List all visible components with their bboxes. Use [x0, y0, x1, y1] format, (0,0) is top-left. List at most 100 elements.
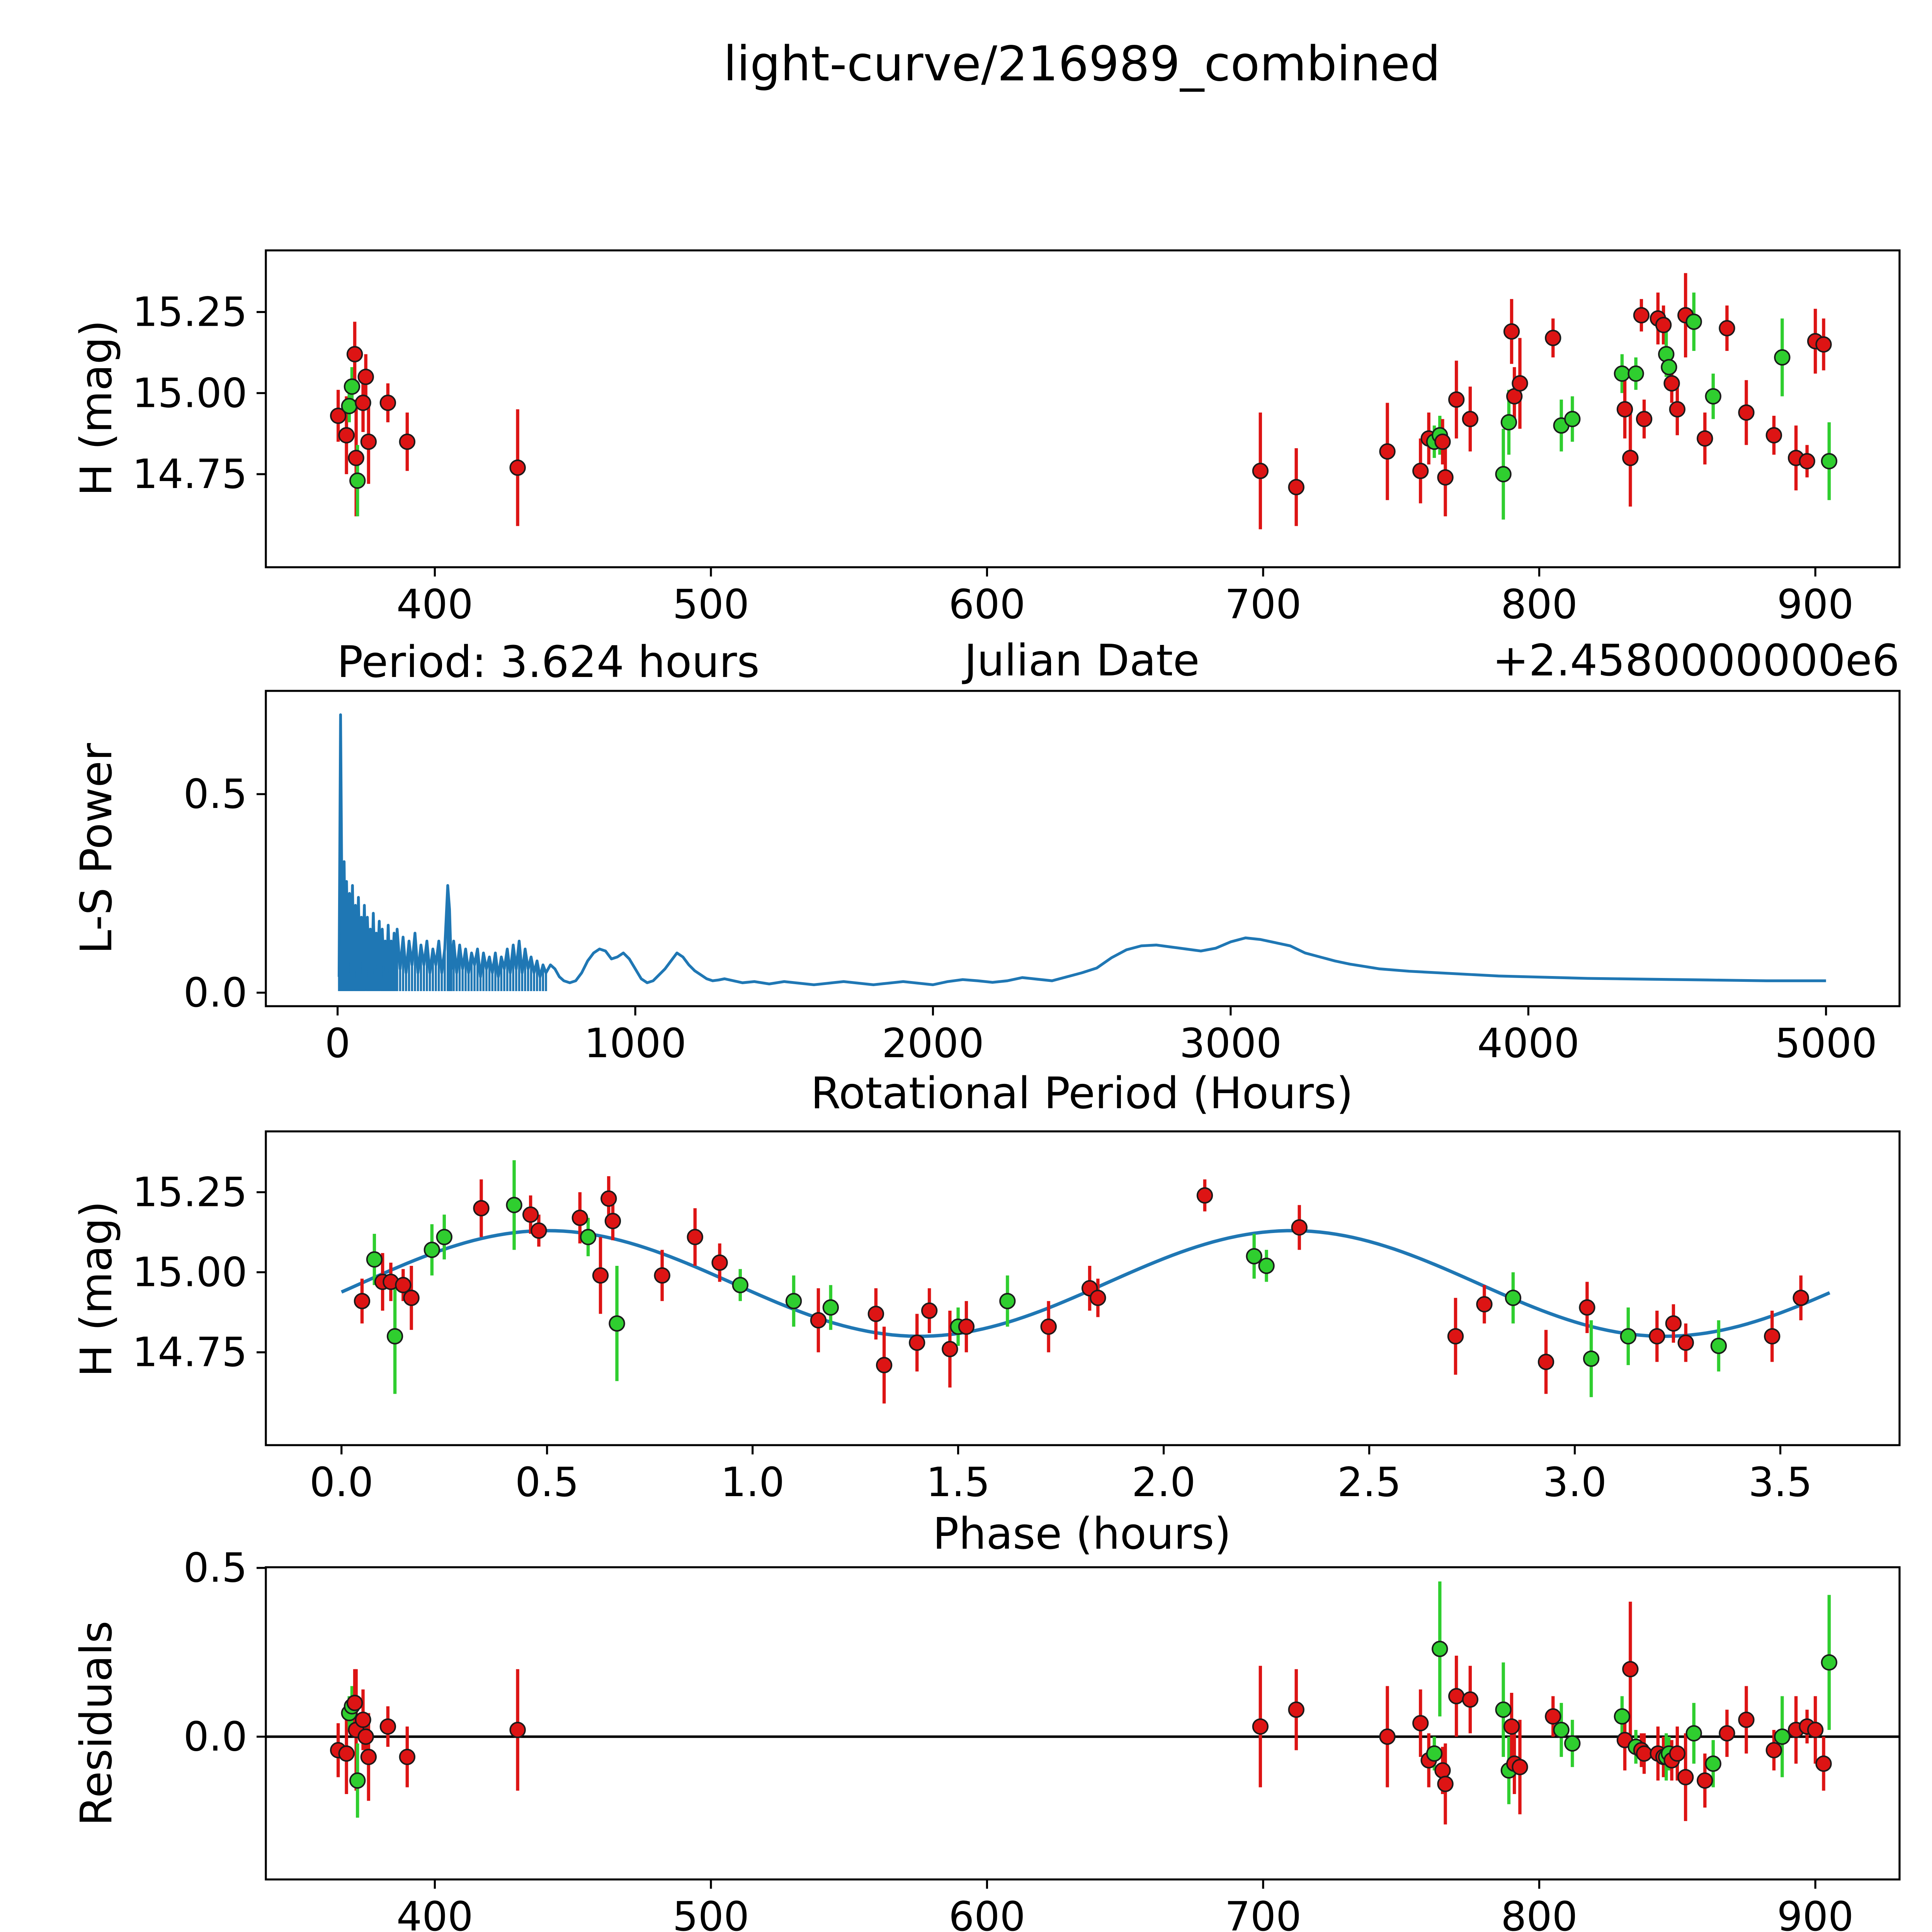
data-point — [330, 407, 347, 424]
data-point — [604, 1213, 621, 1230]
x-tick-label: 900 — [1777, 581, 1854, 628]
data-point — [1503, 323, 1520, 340]
axes-frame — [265, 690, 1901, 1007]
data-point — [810, 1312, 827, 1329]
data-point — [1553, 1721, 1570, 1738]
data-point — [386, 1328, 403, 1345]
x-tick-label: 500 — [673, 1893, 750, 1932]
data-point — [580, 1229, 597, 1245]
data-point — [1774, 349, 1791, 366]
data-point — [1628, 365, 1644, 382]
data-point — [1793, 1289, 1809, 1306]
data-point — [1677, 1769, 1694, 1786]
data-point — [1434, 1762, 1451, 1779]
data-point — [1196, 1187, 1213, 1204]
data-point — [1437, 1776, 1454, 1792]
data-point — [366, 1251, 383, 1268]
data-point — [942, 1341, 958, 1357]
data-point — [1503, 1718, 1520, 1735]
data-point — [592, 1267, 609, 1284]
data-point — [958, 1318, 975, 1335]
x-tick-label: 700 — [1225, 581, 1302, 628]
data-point — [395, 1277, 412, 1293]
data-point — [1614, 1708, 1631, 1725]
data-point — [1774, 1728, 1791, 1745]
data-point — [1412, 463, 1429, 479]
y-tick-label: 14.75 — [132, 451, 247, 498]
data-point — [1288, 1701, 1304, 1718]
data-point — [876, 1357, 893, 1374]
data-point — [1661, 359, 1677, 376]
x-tick-label: 5000 — [1775, 1020, 1877, 1067]
data-point — [399, 1748, 416, 1765]
x-tick-label: 400 — [396, 1893, 473, 1932]
data-point — [509, 459, 526, 476]
ylabel-residuals: Residuals — [71, 1621, 122, 1826]
data-point — [1633, 307, 1650, 324]
data-point — [1665, 1315, 1682, 1332]
data-point — [1246, 1248, 1262, 1265]
data-point — [732, 1277, 748, 1293]
data-point — [1765, 427, 1782, 444]
data-point — [506, 1197, 522, 1213]
x-tick-label: 0 — [325, 1020, 350, 1067]
panel-periodogram: Period: 3.624 hours L-S Power Rotational… — [71, 637, 1901, 1119]
data-point — [423, 1242, 440, 1258]
data-point — [338, 1745, 355, 1762]
x-tick-label: 3.0 — [1543, 1459, 1607, 1506]
data-point — [1697, 430, 1713, 447]
data-point — [1719, 1725, 1735, 1742]
data-point — [1412, 1715, 1429, 1731]
data-point — [360, 433, 377, 450]
data-point — [1579, 1299, 1595, 1316]
x-tick-label: 900 — [1777, 1893, 1854, 1932]
data-point — [522, 1206, 539, 1223]
data-point — [921, 1302, 938, 1319]
x-tick-label: 4000 — [1477, 1020, 1580, 1067]
data-point — [1437, 469, 1454, 486]
panel-lightcurve-jd: H (mag) Julian Date +2.4580000000e6 400 5… — [71, 249, 1901, 686]
data-point — [1537, 1354, 1554, 1370]
data-point — [1807, 1721, 1824, 1738]
data-point — [1710, 1337, 1727, 1354]
data-point — [1738, 1711, 1755, 1728]
data-point — [1252, 463, 1269, 479]
data-point — [344, 378, 361, 395]
data-point — [687, 1229, 703, 1245]
data-point — [1448, 1688, 1465, 1704]
data-point — [1685, 1725, 1702, 1742]
x-tick-label: 600 — [949, 581, 1026, 628]
data-point — [1564, 1735, 1581, 1752]
data-point — [360, 1748, 377, 1765]
x-tick-label: 2000 — [882, 1020, 984, 1067]
plot-area-periodogram: 0 1000 2000 3000 4000 5000 0.0 0.5 — [184, 690, 1901, 1067]
plot-area-lightcurve-jd: 400 500 600 700 800 900 14.75 15.00 15.25 — [132, 249, 1901, 628]
x-tick-label: 0.0 — [310, 1459, 373, 1506]
data-point — [1719, 320, 1735, 337]
axes-frame — [265, 249, 1901, 568]
data-point — [338, 427, 355, 444]
data-point — [1379, 1728, 1396, 1745]
xlabel-julian-date-top: Julian Date — [962, 636, 1199, 686]
data-point — [1738, 404, 1755, 421]
data-point — [1545, 330, 1561, 346]
data-point — [346, 346, 363, 362]
data-point — [1512, 1759, 1528, 1776]
data-point — [354, 1293, 371, 1310]
x-tick-label: 1000 — [584, 1020, 687, 1067]
data-point — [1252, 1718, 1269, 1735]
data-point — [909, 1334, 925, 1351]
data-point — [1616, 401, 1633, 418]
y-tick-label: 0.5 — [184, 1544, 247, 1592]
y-tick-label: 14.75 — [132, 1329, 247, 1376]
axes-frame — [265, 1130, 1901, 1446]
data-point — [531, 1222, 547, 1239]
data-point — [822, 1299, 839, 1316]
data-point — [1564, 411, 1581, 427]
data-point — [711, 1254, 728, 1271]
data-point — [1705, 388, 1721, 405]
data-point — [355, 1711, 371, 1728]
data-point — [1090, 1289, 1106, 1306]
data-point — [1291, 1219, 1308, 1236]
